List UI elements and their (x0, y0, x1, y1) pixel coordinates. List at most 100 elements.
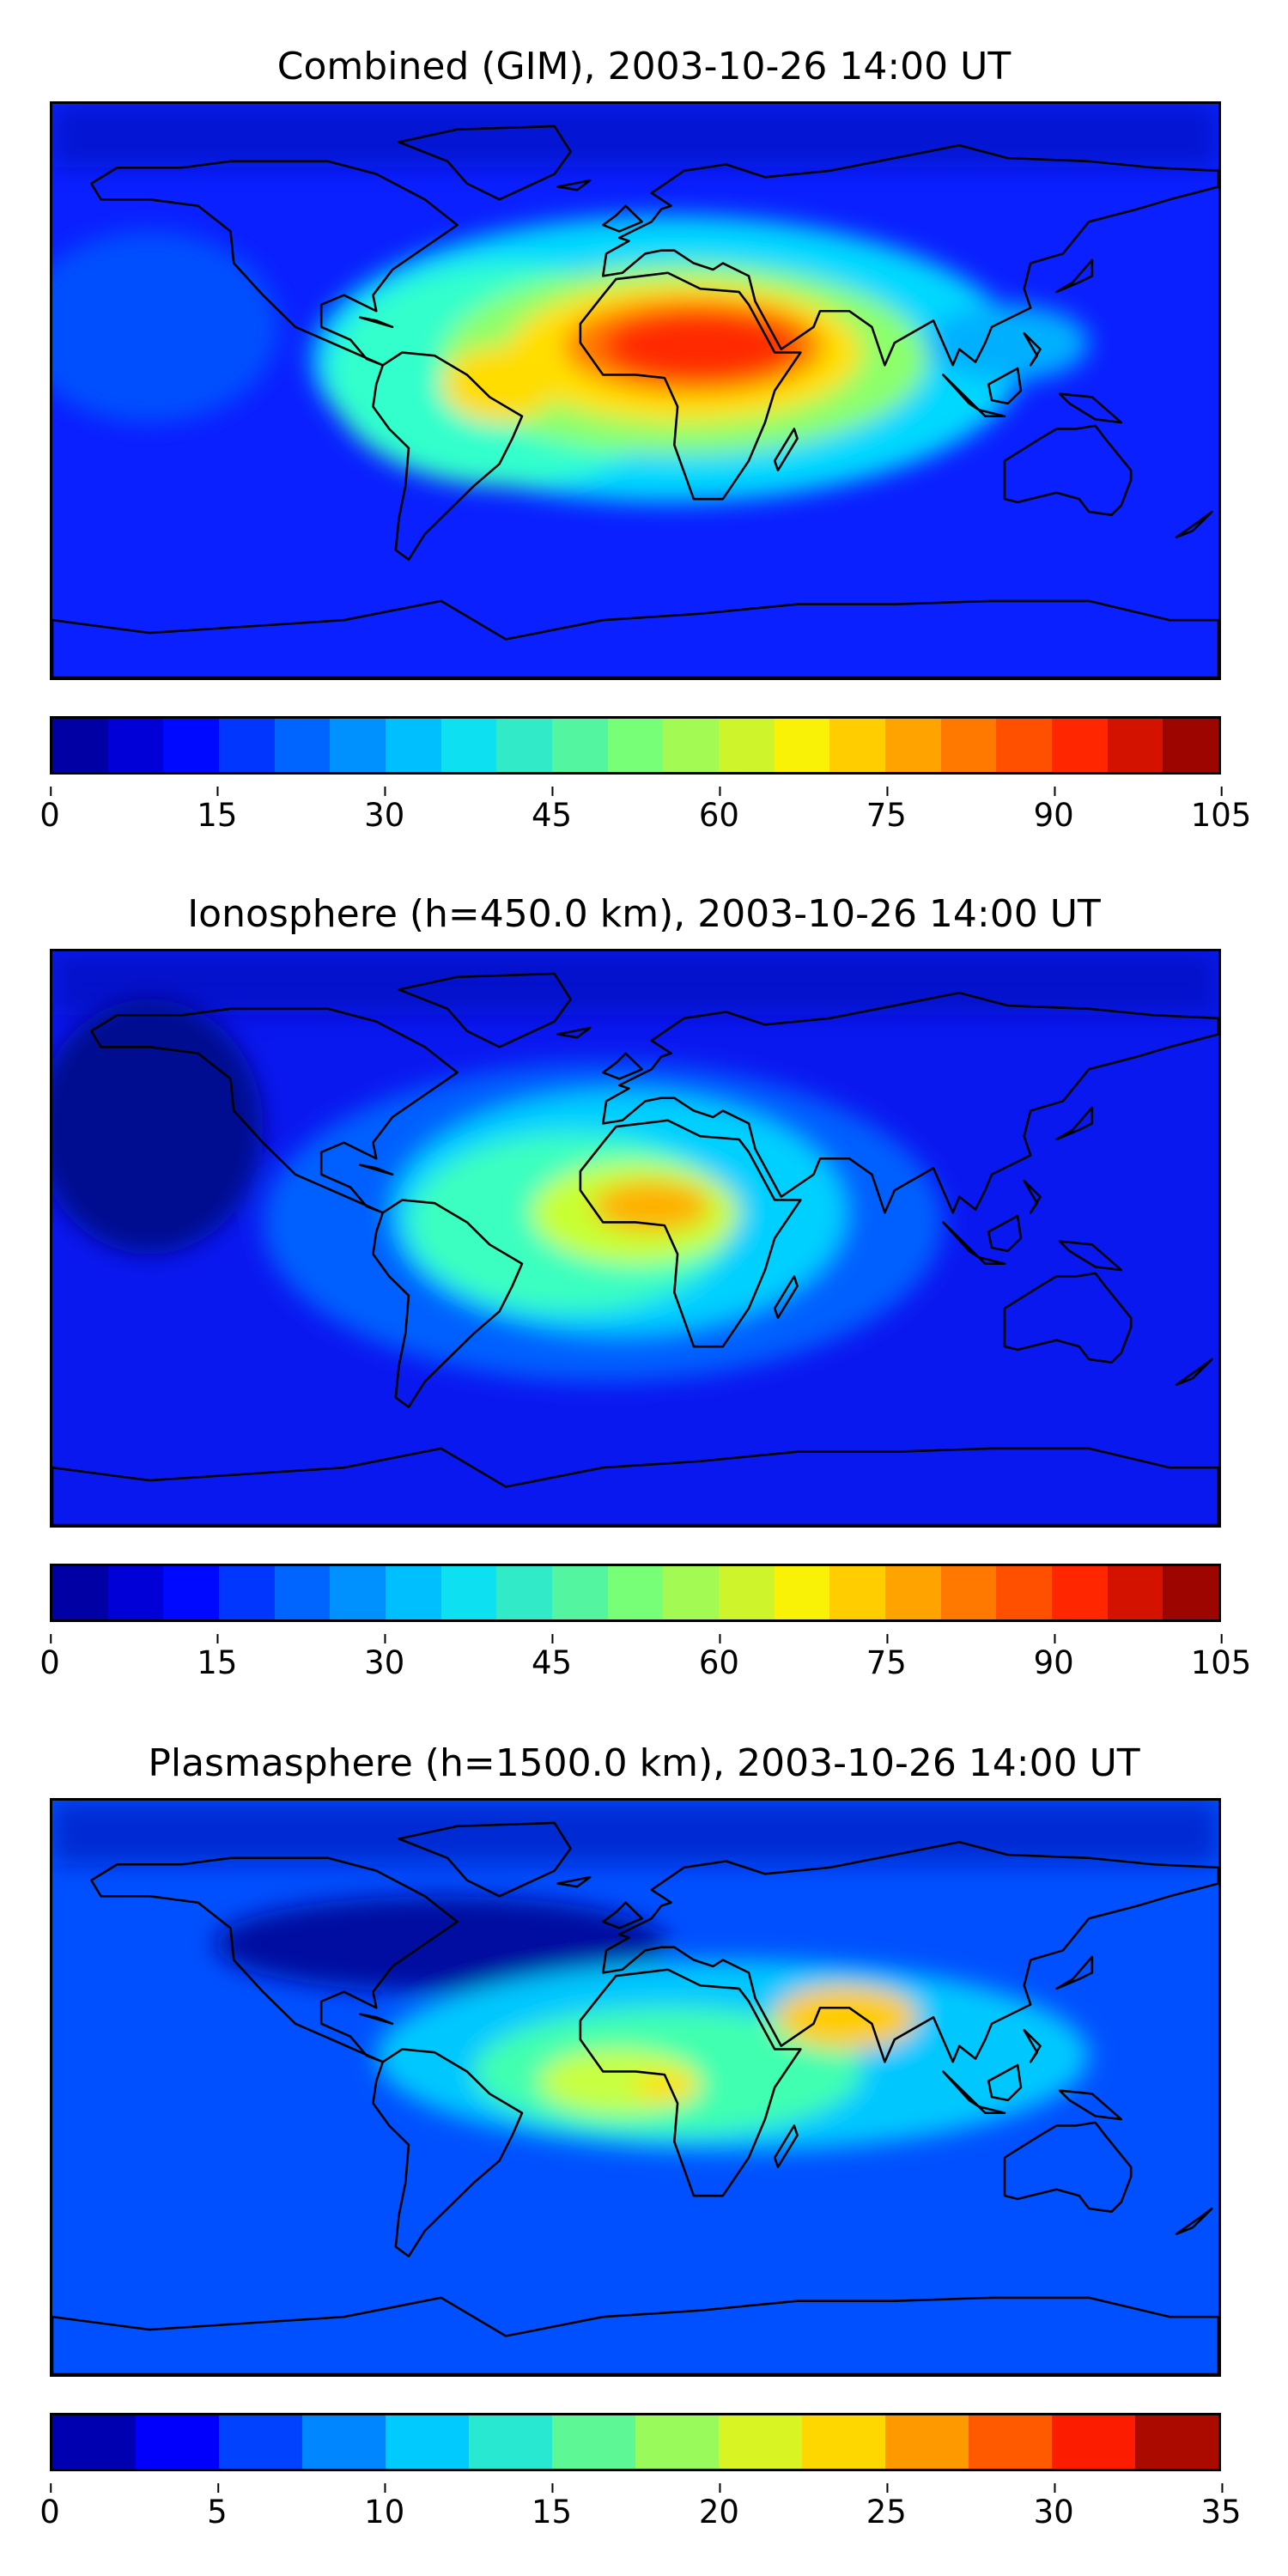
colorbar-segment (802, 2415, 885, 2469)
coastline (987, 367, 1023, 405)
colorbar-tick-label: 90 (1033, 1634, 1074, 1681)
colorbar-tick-label: 45 (532, 787, 573, 834)
coastline (1058, 392, 1123, 424)
colorbar-segment (52, 1566, 108, 1619)
colorbar-plasmasphere (50, 2413, 1221, 2471)
colorbar-segment (607, 1566, 664, 1619)
coastline (942, 1221, 981, 1259)
colorbar-tick-label: 5 (207, 2483, 228, 2530)
coastline (987, 2063, 1023, 2102)
coastline (398, 125, 572, 201)
coastlines (52, 972, 1218, 1525)
coastline (359, 2013, 394, 2026)
colorbar-tick-label: 0 (39, 2483, 60, 2530)
coastline (1023, 1179, 1042, 1214)
colorbar-segment (552, 2415, 635, 2469)
colorbar-segment (663, 1566, 720, 1619)
coastline (1055, 1106, 1094, 1141)
coastline (359, 1163, 394, 1176)
map-ionosphere (50, 949, 1221, 1528)
colorbar-ionosphere (50, 1564, 1221, 1622)
field-region (214, 1896, 668, 1992)
map-plot (52, 951, 1218, 1525)
coastline (1058, 1240, 1123, 1272)
colorbar-segment (1107, 719, 1163, 772)
colorbar-tick-label: 30 (1033, 2483, 1074, 2530)
coastlines (52, 1821, 1218, 2374)
colorbar-tick-label: 30 (364, 787, 405, 834)
coastline (773, 1275, 799, 1320)
colorbar-segment (829, 1566, 886, 1619)
colorbar-segment (386, 719, 441, 772)
colorbar-tick-label: 20 (698, 2483, 739, 2530)
coastline (1023, 2028, 1042, 2063)
coastline (1003, 424, 1133, 516)
colorbar-segment (829, 719, 886, 772)
colorbar-segment (386, 2415, 469, 2469)
coastline (90, 1856, 459, 2063)
colorbar-segment (969, 2415, 1052, 2469)
colorbar-tick-label: 75 (866, 1634, 907, 1681)
field-region (440, 346, 558, 423)
field-region (603, 311, 798, 381)
coastline (601, 204, 643, 233)
coastline (1055, 258, 1094, 294)
colorbar-tick-label: 10 (364, 2483, 405, 2530)
map-plot (52, 104, 1218, 677)
colorbar-segment (1052, 1566, 1108, 1619)
colorbar-segment (1052, 2415, 1135, 2469)
colorbar-segment (940, 719, 997, 772)
coastline (977, 409, 1006, 418)
coastline (52, 2296, 1218, 2374)
coastline (601, 1840, 1218, 2063)
colorbar-segment (635, 2415, 719, 2469)
colorbar-segment (552, 719, 608, 772)
colorbar-segment (107, 719, 164, 772)
colorbar-segment (386, 1566, 441, 1619)
coastline (52, 1447, 1218, 1525)
coastline (579, 1968, 802, 2197)
colorbar-segment (1163, 719, 1219, 772)
colorbar-segment (330, 1566, 386, 1619)
coastline (556, 1875, 592, 1888)
coastline (977, 1256, 1006, 1266)
coastline (372, 351, 524, 562)
colorbar-segment (885, 1566, 941, 1619)
colorbar-segment (719, 2415, 802, 2469)
colorbar-segment (1163, 1566, 1219, 1619)
colorbar-segment (719, 719, 775, 772)
coastlines (52, 125, 1218, 677)
colorbar-tick-label: 0 (39, 1634, 60, 1681)
colorbar-segment (469, 2415, 552, 2469)
coastline (601, 991, 1218, 1214)
colorbar-tick-label: 90 (1033, 787, 1074, 834)
coastline (556, 1026, 592, 1039)
coastline (556, 179, 592, 191)
colorbar-segment (719, 1566, 775, 1619)
colorbar-segment (885, 719, 941, 772)
colorbar-segment (219, 719, 275, 772)
coastline (372, 2048, 524, 2258)
field-region (52, 1801, 1218, 1865)
field-region (635, 2071, 701, 2104)
coastline (1003, 1272, 1133, 1364)
coastline (1058, 2089, 1123, 2121)
colorbar-tick-label: 25 (866, 2483, 907, 2530)
field-contours (52, 215, 1090, 502)
coastline (398, 1821, 572, 1898)
colorbar-segment (496, 1566, 553, 1619)
colorbar-segment (440, 1566, 497, 1619)
colorbar-segment (774, 1566, 830, 1619)
colorbar-segment (996, 719, 1053, 772)
coastline (942, 2070, 981, 2108)
coastline (942, 374, 981, 411)
colorbar-segment (163, 719, 220, 772)
field-region (927, 304, 1090, 381)
colorbar-segment (440, 719, 497, 772)
map-plot (52, 1801, 1218, 2374)
map-combined (50, 101, 1221, 680)
colorbar-tick-label: 15 (197, 787, 238, 834)
coastline (1055, 1955, 1094, 1990)
colorbar-segment (52, 719, 108, 772)
colorbar-tick-label: 0 (39, 787, 60, 834)
